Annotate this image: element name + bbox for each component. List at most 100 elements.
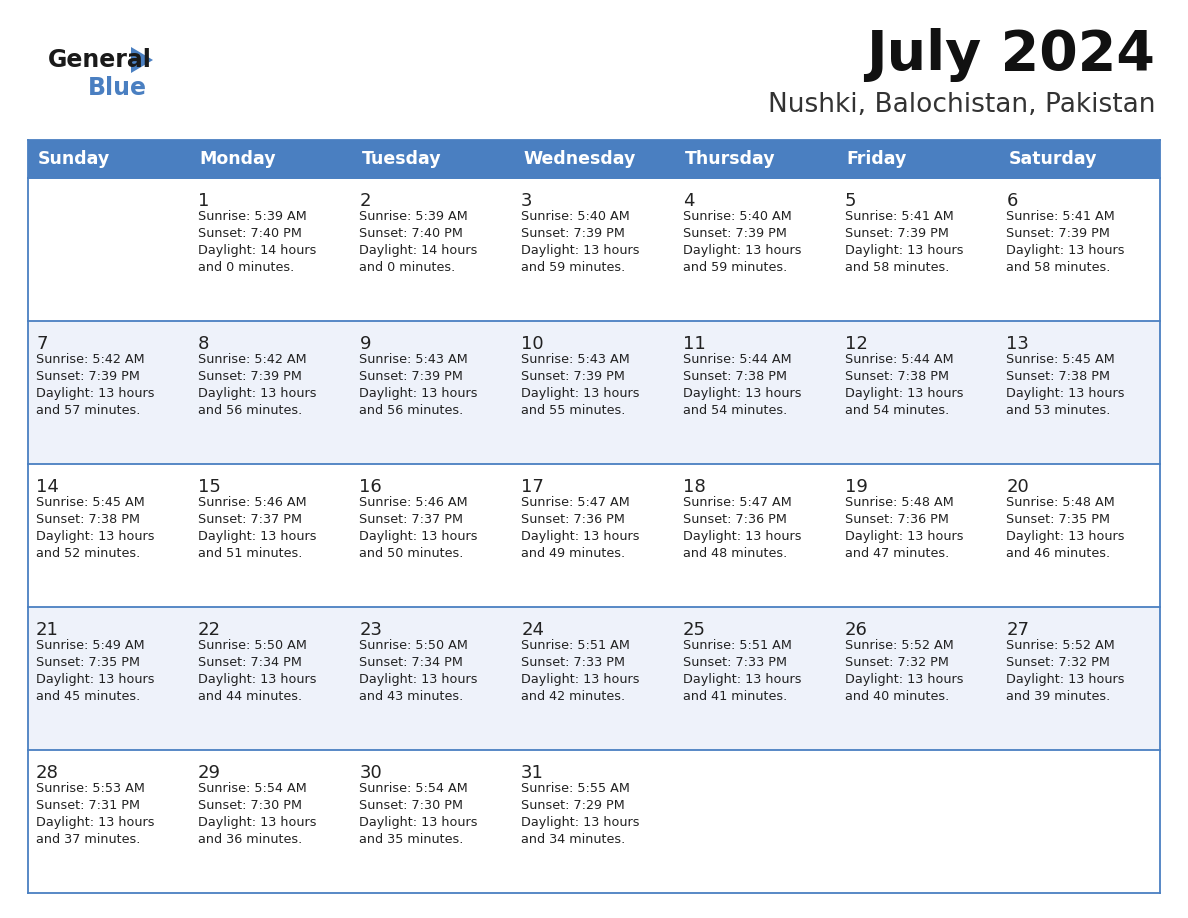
Text: and 52 minutes.: and 52 minutes.	[36, 547, 140, 560]
Text: Daylight: 13 hours: Daylight: 13 hours	[683, 244, 802, 257]
Text: 13: 13	[1006, 335, 1029, 353]
Text: 12: 12	[845, 335, 867, 353]
Text: 7: 7	[36, 335, 48, 353]
Text: Sunset: 7:37 PM: Sunset: 7:37 PM	[360, 513, 463, 526]
Text: 24: 24	[522, 621, 544, 639]
Text: Sunset: 7:40 PM: Sunset: 7:40 PM	[360, 227, 463, 240]
Text: and 54 minutes.: and 54 minutes.	[845, 404, 949, 417]
Text: Daylight: 13 hours: Daylight: 13 hours	[197, 673, 316, 686]
Text: Sunrise: 5:45 AM: Sunrise: 5:45 AM	[1006, 353, 1116, 366]
Text: Sunset: 7:35 PM: Sunset: 7:35 PM	[1006, 513, 1111, 526]
Text: Daylight: 13 hours: Daylight: 13 hours	[1006, 530, 1125, 543]
Text: Sunset: 7:36 PM: Sunset: 7:36 PM	[845, 513, 948, 526]
Text: Monday: Monday	[200, 150, 277, 168]
Text: Sunrise: 5:45 AM: Sunrise: 5:45 AM	[36, 496, 145, 509]
Text: and 36 minutes.: and 36 minutes.	[197, 833, 302, 846]
Text: Sunset: 7:35 PM: Sunset: 7:35 PM	[36, 656, 140, 669]
Text: 8: 8	[197, 335, 209, 353]
Text: Blue: Blue	[88, 76, 147, 100]
Text: General: General	[48, 48, 152, 72]
Text: Sunrise: 5:50 AM: Sunrise: 5:50 AM	[197, 639, 307, 652]
Text: Sunrise: 5:47 AM: Sunrise: 5:47 AM	[683, 496, 791, 509]
Text: Sunset: 7:39 PM: Sunset: 7:39 PM	[522, 370, 625, 383]
Text: Sunset: 7:38 PM: Sunset: 7:38 PM	[1006, 370, 1111, 383]
Text: and 44 minutes.: and 44 minutes.	[197, 690, 302, 703]
Text: Saturday: Saturday	[1009, 150, 1097, 168]
Text: Sunrise: 5:39 AM: Sunrise: 5:39 AM	[197, 210, 307, 223]
Text: 23: 23	[360, 621, 383, 639]
Text: Sunset: 7:30 PM: Sunset: 7:30 PM	[360, 799, 463, 812]
Text: Sunrise: 5:47 AM: Sunrise: 5:47 AM	[522, 496, 630, 509]
Bar	[29, 750, 1159, 893]
Text: Sunrise: 5:43 AM: Sunrise: 5:43 AM	[522, 353, 630, 366]
Bar	[29, 178, 1159, 321]
Text: and 39 minutes.: and 39 minutes.	[1006, 690, 1111, 703]
Text: Sunrise: 5:54 AM: Sunrise: 5:54 AM	[197, 782, 307, 795]
Text: Sunrise: 5:52 AM: Sunrise: 5:52 AM	[1006, 639, 1116, 652]
Text: Sunrise: 5:53 AM: Sunrise: 5:53 AM	[36, 782, 145, 795]
Text: 30: 30	[360, 764, 383, 782]
Text: Daylight: 13 hours: Daylight: 13 hours	[845, 387, 963, 400]
Text: Daylight: 13 hours: Daylight: 13 hours	[36, 530, 154, 543]
Text: Sunset: 7:33 PM: Sunset: 7:33 PM	[522, 656, 625, 669]
Text: Sunrise: 5:46 AM: Sunrise: 5:46 AM	[360, 496, 468, 509]
Text: Sunset: 7:32 PM: Sunset: 7:32 PM	[845, 656, 948, 669]
Text: and 48 minutes.: and 48 minutes.	[683, 547, 788, 560]
Text: Friday: Friday	[847, 150, 906, 168]
Text: 14: 14	[36, 478, 59, 496]
Text: Sunset: 7:37 PM: Sunset: 7:37 PM	[197, 513, 302, 526]
Text: Daylight: 14 hours: Daylight: 14 hours	[360, 244, 478, 257]
Text: Sunrise: 5:54 AM: Sunrise: 5:54 AM	[360, 782, 468, 795]
Text: Sunrise: 5:55 AM: Sunrise: 5:55 AM	[522, 782, 630, 795]
Text: 15: 15	[197, 478, 221, 496]
Text: Sunrise: 5:49 AM: Sunrise: 5:49 AM	[36, 639, 145, 652]
Bar	[29, 464, 1159, 607]
Text: 29: 29	[197, 764, 221, 782]
Text: Sunset: 7:39 PM: Sunset: 7:39 PM	[36, 370, 140, 383]
Text: Daylight: 13 hours: Daylight: 13 hours	[360, 387, 478, 400]
Text: Sunrise: 5:43 AM: Sunrise: 5:43 AM	[360, 353, 468, 366]
Text: 11: 11	[683, 335, 706, 353]
Text: Sunset: 7:38 PM: Sunset: 7:38 PM	[845, 370, 948, 383]
Text: Daylight: 14 hours: Daylight: 14 hours	[197, 244, 316, 257]
Text: 28: 28	[36, 764, 59, 782]
Text: 2: 2	[360, 192, 371, 210]
Text: Sunrise: 5:50 AM: Sunrise: 5:50 AM	[360, 639, 468, 652]
Text: and 0 minutes.: and 0 minutes.	[197, 261, 293, 274]
Text: Daylight: 13 hours: Daylight: 13 hours	[522, 387, 639, 400]
Text: and 59 minutes.: and 59 minutes.	[522, 261, 625, 274]
Text: Sunset: 7:31 PM: Sunset: 7:31 PM	[36, 799, 140, 812]
Text: Sunset: 7:33 PM: Sunset: 7:33 PM	[683, 656, 786, 669]
Text: Sunset: 7:38 PM: Sunset: 7:38 PM	[36, 513, 140, 526]
Text: 16: 16	[360, 478, 383, 496]
Text: Nushki, Balochistan, Pakistan: Nushki, Balochistan, Pakistan	[767, 92, 1155, 118]
Text: 18: 18	[683, 478, 706, 496]
Text: and 50 minutes.: and 50 minutes.	[360, 547, 463, 560]
Text: Sunrise: 5:40 AM: Sunrise: 5:40 AM	[683, 210, 791, 223]
Text: 20: 20	[1006, 478, 1029, 496]
Text: 19: 19	[845, 478, 867, 496]
Text: Daylight: 13 hours: Daylight: 13 hours	[36, 387, 154, 400]
Text: Sunset: 7:39 PM: Sunset: 7:39 PM	[360, 370, 463, 383]
Text: and 58 minutes.: and 58 minutes.	[845, 261, 949, 274]
Text: 1: 1	[197, 192, 209, 210]
Text: and 37 minutes.: and 37 minutes.	[36, 833, 140, 846]
Text: 4: 4	[683, 192, 694, 210]
Text: Sunrise: 5:46 AM: Sunrise: 5:46 AM	[197, 496, 307, 509]
Bar	[29, 607, 1159, 750]
Text: Daylight: 13 hours: Daylight: 13 hours	[522, 673, 639, 686]
Text: Sunrise: 5:52 AM: Sunrise: 5:52 AM	[845, 639, 953, 652]
Text: and 54 minutes.: and 54 minutes.	[683, 404, 788, 417]
Text: Thursday: Thursday	[684, 150, 776, 168]
Text: and 43 minutes.: and 43 minutes.	[360, 690, 463, 703]
Text: and 57 minutes.: and 57 minutes.	[36, 404, 140, 417]
Text: Daylight: 13 hours: Daylight: 13 hours	[522, 530, 639, 543]
Text: Sunset: 7:34 PM: Sunset: 7:34 PM	[197, 656, 302, 669]
Text: Sunset: 7:39 PM: Sunset: 7:39 PM	[845, 227, 948, 240]
Text: Sunrise: 5:41 AM: Sunrise: 5:41 AM	[1006, 210, 1116, 223]
Text: 5: 5	[845, 192, 857, 210]
Text: Daylight: 13 hours: Daylight: 13 hours	[522, 244, 639, 257]
Text: 22: 22	[197, 621, 221, 639]
Text: 17: 17	[522, 478, 544, 496]
Text: Sunrise: 5:51 AM: Sunrise: 5:51 AM	[683, 639, 791, 652]
